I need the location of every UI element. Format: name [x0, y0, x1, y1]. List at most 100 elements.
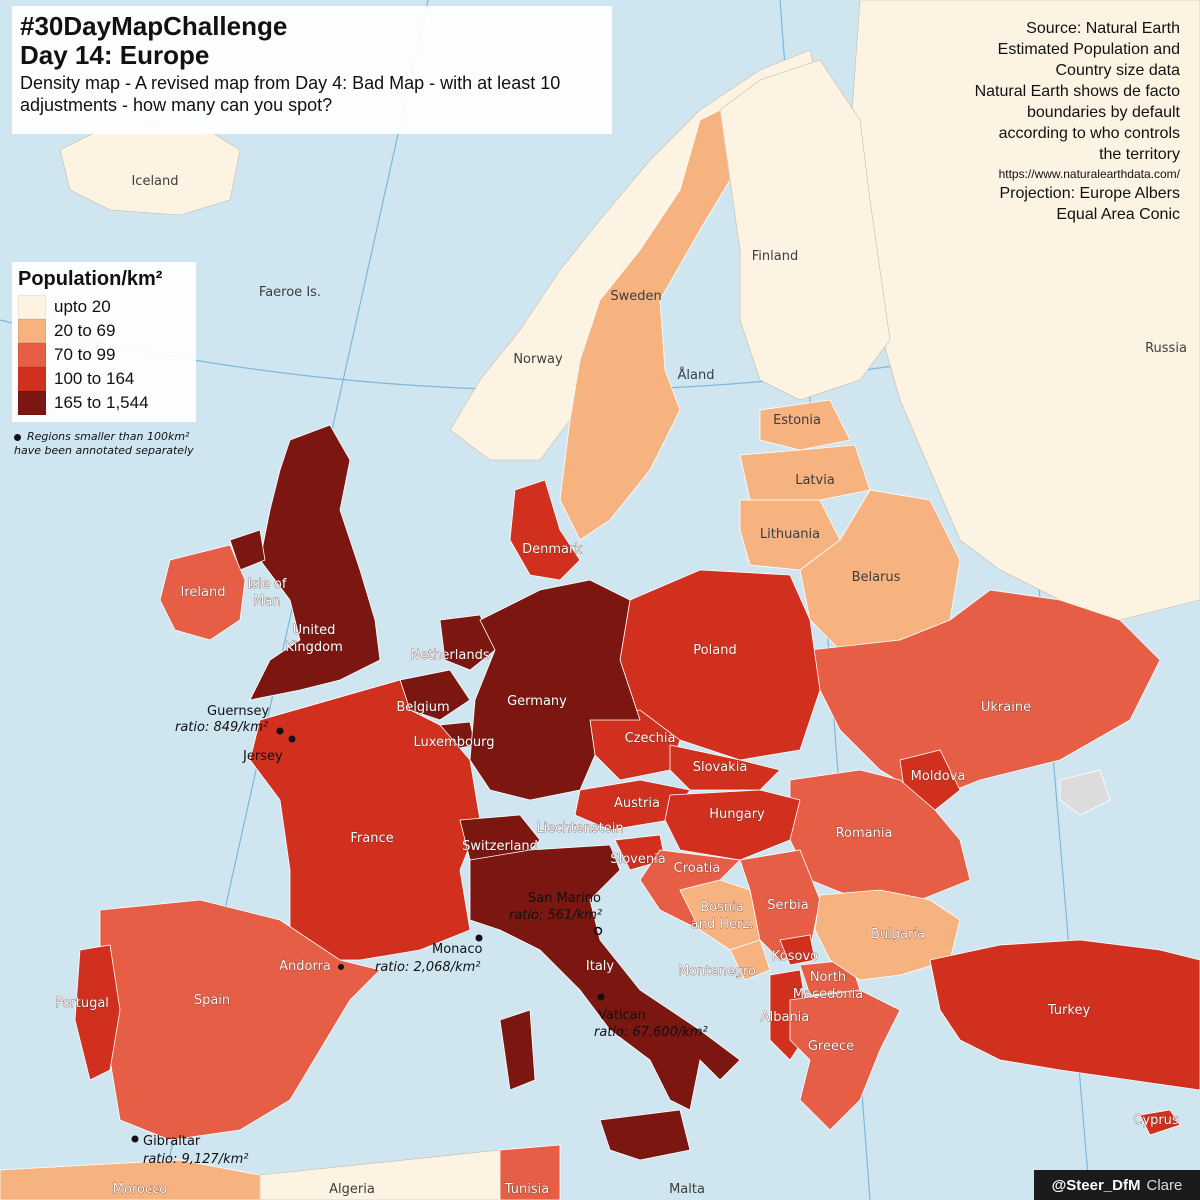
belarus-shape [799, 489, 961, 651]
jersey-label: Jersey [242, 749, 283, 764]
credit-name: Clare [1146, 1176, 1183, 1194]
legend-item: 165 to 1,544 [18, 391, 190, 415]
legend-item: 20 to 69 [18, 319, 190, 343]
vatican-dot [597, 993, 605, 1001]
label-france: France [350, 831, 393, 846]
legend-note: Regions smaller than 100km² have been an… [14, 430, 194, 458]
label-greece: Greece [808, 1039, 854, 1054]
legend-swatch [18, 367, 46, 391]
italy-shape [469, 844, 741, 1111]
netherlands-shape [439, 614, 496, 671]
label-iceland: Iceland [131, 174, 178, 189]
estonia-shape [759, 399, 851, 451]
label-cyprus: Cyprus [1133, 1113, 1179, 1128]
legend-item: 70 to 99 [18, 343, 190, 367]
label-isle-of-man-2: Man [253, 594, 280, 609]
label-bosnia-1: Bosnia [700, 900, 743, 915]
monaco-label: Monaco [432, 942, 483, 957]
germany-shape [469, 579, 641, 801]
label-kosovo: Kosovo [772, 949, 818, 964]
legend-label: 70 to 99 [54, 345, 116, 364]
tunisia-shape [499, 1144, 561, 1200]
label-uk-1: United [293, 623, 336, 638]
guernsey-dot [276, 727, 284, 735]
legend-item: upto 20 [18, 295, 190, 319]
san-marino-dot [593, 926, 603, 936]
portugal-shape [74, 944, 121, 1081]
label-north-macedonia-1: North [810, 970, 846, 985]
label-morocco: Morocco [113, 1182, 167, 1197]
spain-shape [99, 899, 381, 1141]
gibraltar-label: Gibraltar [143, 1134, 201, 1149]
label-luxembourg: Luxembourg [413, 735, 494, 750]
legend-swatch [18, 295, 46, 319]
label-portugal: Portugal [55, 996, 109, 1011]
gibraltar-dot [131, 1135, 139, 1143]
san-marino-ratio: ratio: 561/km² [509, 908, 602, 923]
finland-shape [719, 59, 891, 401]
label-latvia: Latvia [795, 473, 835, 488]
note-text: Regions smaller than 100km² have been an… [14, 430, 194, 457]
label-liechtenstein: Liechtenstein [536, 821, 623, 836]
map-subtitle: Day 14: Europe [20, 40, 210, 70]
label-montenegro: Montenegro [678, 964, 756, 979]
label-north-macedonia-2: Macedonia [793, 987, 863, 1002]
sweden-shape [559, 109, 731, 541]
label-russia: Russia [1145, 341, 1187, 356]
source-url: https://www.naturalearthdata.com/ [998, 167, 1180, 181]
label-algeria: Algeria [329, 1182, 375, 1197]
label-estonia: Estonia [773, 413, 821, 428]
source-line: Source: Natural Earth [1026, 20, 1180, 37]
legend-label: 100 to 164 [54, 369, 135, 388]
legend-swatch [18, 343, 46, 367]
credit-handle: @Steer_DfM [1051, 1176, 1141, 1194]
credit-badge: @Steer_DfM Clare [1034, 1170, 1200, 1200]
bulgaria-shape [814, 889, 961, 981]
vatican-ratio: ratio: 67,600/km² [594, 1025, 708, 1040]
ukraine-shape [809, 589, 1161, 801]
label-malta: Malta [669, 1182, 705, 1197]
label-sweden: Sweden [610, 289, 661, 304]
montenegro-shape [729, 939, 771, 981]
denmark-shape [509, 479, 581, 581]
guernsey-ratio: ratio: 849/km² [175, 720, 268, 735]
label-germany: Germany [507, 694, 567, 709]
jersey-dot [288, 735, 296, 743]
source-line: Natural Earth shows de facto [974, 83, 1180, 100]
note-dot-icon [14, 433, 21, 441]
label-austria: Austria [614, 796, 660, 811]
label-faeroe: Faeroe Is. [259, 285, 321, 300]
country-labels: Iceland Faeroe Is. Norway Sweden Finland… [55, 174, 1187, 1197]
legend-title: Population/km² [18, 268, 163, 290]
label-lithuania: Lithuania [760, 527, 820, 542]
monaco-dot [475, 934, 483, 942]
greece-shape [789, 989, 901, 1131]
cyprus-shape [1139, 1109, 1181, 1136]
label-ireland: Ireland [181, 585, 226, 600]
label-bulgaria: Bulgaria [871, 927, 925, 942]
label-aland: Åland [678, 367, 715, 383]
gibraltar-ratio: ratio: 9,127/km² [143, 1152, 249, 1167]
source-panel: Source: Natural Earth Estimated Populati… [920, 18, 1180, 225]
label-netherlands: Netherlands [410, 648, 489, 663]
sardinia-shape [499, 1009, 536, 1091]
projection-line: Projection: Europe Albers [999, 185, 1180, 202]
title-panel: #30DayMapChallenge Day 14: Europe Densit… [12, 6, 612, 134]
monaco-ratio: ratio: 2,068/km² [375, 960, 481, 975]
legend: Population/km² upto 20 20 to 69 70 to 99… [12, 262, 196, 422]
source-line: the territory [1099, 146, 1180, 163]
label-albania: Albania [761, 1010, 810, 1025]
label-poland: Poland [693, 643, 736, 658]
map-title: #30DayMapChallenge [20, 11, 288, 41]
label-hungary: Hungary [709, 807, 765, 822]
label-isle-of-man-1: Isle of [248, 577, 287, 592]
projection-line: Equal Area Conic [1056, 206, 1180, 223]
label-turkey: Turkey [1047, 1003, 1091, 1018]
source-line: boundaries by default [1027, 104, 1180, 121]
label-spain: Spain [194, 993, 230, 1008]
label-uk-2: Kingdom [285, 640, 343, 655]
map-description: Density map - A revised map from Day 4: … [20, 73, 561, 115]
label-belgium: Belgium [396, 700, 449, 715]
